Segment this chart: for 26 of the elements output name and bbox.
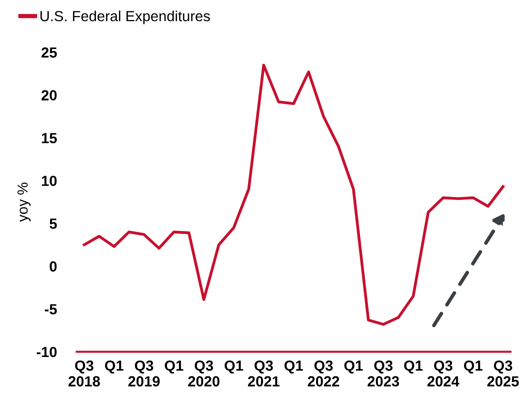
y-tick-label: 5	[50, 218, 57, 229]
x-tick-label: Q3 2018	[68, 360, 100, 387]
y-tick-label: 0	[50, 261, 57, 272]
x-tick-label: Q3 2022	[308, 360, 340, 387]
x-tick-label: Q3 2021	[248, 360, 280, 387]
line-series	[82, 64, 504, 326]
x-tick-label: Q1	[284, 360, 303, 374]
y-axis-title: yoy %	[17, 182, 31, 222]
x-tick-label: Q3 2023	[368, 360, 400, 387]
x-tick-label: Q1	[464, 360, 482, 374]
y-tick-label: -10	[36, 346, 57, 358]
y-tick-label: 15	[42, 133, 57, 144]
x-tick-label: Q1	[104, 360, 124, 374]
x-tick-label: Q1	[344, 360, 363, 374]
legend-label: U.S. Federal Expenditures	[40, 10, 210, 24]
y-tick-label: -5	[44, 304, 57, 314]
x-tick-label: Q1	[224, 360, 244, 374]
y-tick-label: 25	[42, 47, 57, 58]
x-tick-label: Q3 2024	[427, 360, 460, 387]
x-tick-label: Q3 2025	[487, 360, 519, 387]
x-tick-label: Q3 2020	[188, 360, 220, 387]
y-tick-label: 10	[42, 176, 57, 186]
x-tick-label: Q3 2019	[128, 360, 160, 387]
x-tick-label: Q1	[164, 360, 184, 374]
x-tick-label: Q1	[404, 360, 423, 374]
y-tick-label: 20	[42, 90, 57, 100]
